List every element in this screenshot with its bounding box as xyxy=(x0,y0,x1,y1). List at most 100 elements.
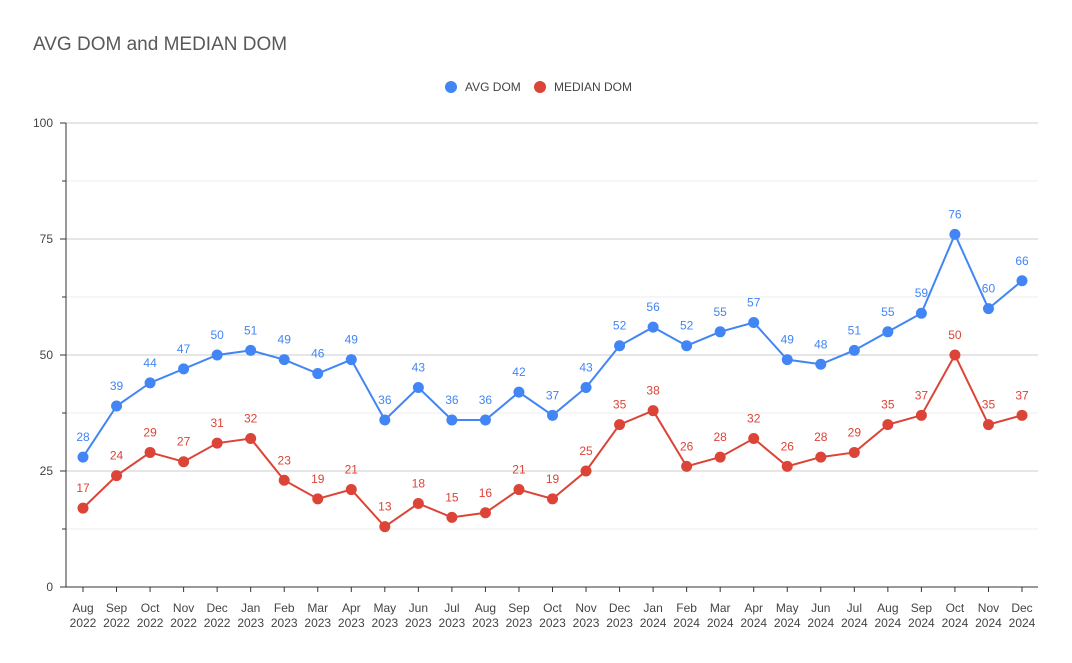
data-label: 50 xyxy=(210,328,224,342)
data-point xyxy=(882,419,894,431)
x-tick-label-month: Jun xyxy=(409,601,428,615)
data-point xyxy=(580,381,592,393)
y-tick-label: 100 xyxy=(33,116,53,130)
x-tick-label-year: 2023 xyxy=(606,616,633,630)
data-label: 49 xyxy=(278,333,292,347)
data-point xyxy=(647,405,659,417)
data-label: 36 xyxy=(445,393,459,407)
data-point xyxy=(982,303,994,315)
x-tick-label-month: Apr xyxy=(744,601,763,615)
x-tick-label-year: 2024 xyxy=(807,616,834,630)
data-label: 35 xyxy=(881,398,895,412)
data-label: 52 xyxy=(680,319,694,333)
data-point xyxy=(111,470,123,482)
x-tick-label-month: Aug xyxy=(475,601,496,615)
data-point xyxy=(949,228,961,240)
data-label: 44 xyxy=(143,356,157,370)
data-label: 19 xyxy=(546,472,560,486)
data-label: 17 xyxy=(76,481,90,495)
y-tick-label: 0 xyxy=(46,580,53,594)
data-label: 57 xyxy=(747,296,761,310)
x-tick-label-year: 2024 xyxy=(875,616,902,630)
data-point xyxy=(178,363,190,375)
data-label: 55 xyxy=(713,305,727,319)
x-tick-label-year: 2023 xyxy=(371,616,398,630)
data-point xyxy=(144,446,156,458)
data-label: 36 xyxy=(378,393,392,407)
data-label: 32 xyxy=(244,412,258,426)
data-label: 52 xyxy=(613,319,627,333)
y-tick-label: 25 xyxy=(40,464,54,478)
legend-label: MEDIAN DOM xyxy=(554,80,632,94)
data-label: 48 xyxy=(814,337,828,351)
chart-title: AVG DOM and MEDIAN DOM xyxy=(33,34,288,55)
data-point xyxy=(848,446,860,458)
data-point xyxy=(614,340,626,352)
data-label: 50 xyxy=(948,328,962,342)
data-point xyxy=(513,484,525,496)
x-tick-label-month: Aug xyxy=(72,601,93,615)
x-tick-label-year: 2023 xyxy=(304,616,331,630)
data-label: 59 xyxy=(915,286,929,300)
data-label: 28 xyxy=(713,430,727,444)
x-tick-label-year: 2023 xyxy=(338,616,365,630)
x-tick-label-year: 2023 xyxy=(405,616,432,630)
x-tick-label-month: Jan xyxy=(643,601,662,615)
data-point xyxy=(580,465,592,477)
legend-marker xyxy=(445,81,457,93)
data-label: 29 xyxy=(143,425,157,439)
data-point xyxy=(211,437,223,449)
x-tick-label-month: Oct xyxy=(543,601,562,615)
data-point xyxy=(245,433,257,445)
data-point xyxy=(982,419,994,431)
data-label: 23 xyxy=(278,453,292,467)
data-label: 35 xyxy=(613,398,627,412)
data-point xyxy=(781,460,793,472)
data-label: 26 xyxy=(781,439,795,453)
data-point xyxy=(77,502,89,514)
x-tick-label-year: 2024 xyxy=(707,616,734,630)
data-label: 51 xyxy=(244,323,258,337)
y-tick-label: 75 xyxy=(40,232,54,246)
data-point xyxy=(1016,275,1028,287)
x-tick-label-year: 2023 xyxy=(237,616,264,630)
series-line xyxy=(82,231,1023,458)
data-label: 60 xyxy=(982,282,996,296)
data-label: 18 xyxy=(412,476,426,490)
x-tick-label-year: 2022 xyxy=(204,616,231,630)
x-tick-label-year: 2023 xyxy=(439,616,466,630)
x-tick-label-month: Dec xyxy=(206,601,227,615)
data-point xyxy=(547,493,558,505)
data-point xyxy=(714,326,726,338)
data-point xyxy=(412,497,424,509)
data-label: 32 xyxy=(747,412,761,426)
x-tick-label-year: 2024 xyxy=(1009,616,1036,630)
data-label: 29 xyxy=(848,425,862,439)
x-tick-label-year: 2023 xyxy=(573,616,600,630)
data-point xyxy=(949,349,961,361)
data-point xyxy=(479,507,491,519)
data-label: 46 xyxy=(311,347,325,361)
data-point xyxy=(915,307,927,319)
x-tick-label-month: Feb xyxy=(676,601,697,615)
data-label: 39 xyxy=(110,379,124,393)
data-label: 19 xyxy=(311,472,325,486)
x-tick-label-month: Sep xyxy=(106,601,128,615)
x-tick-label-month: Sep xyxy=(911,601,933,615)
data-point xyxy=(815,358,827,370)
x-tick-label-month: Nov xyxy=(978,601,999,615)
data-label: 28 xyxy=(814,430,828,444)
data-point xyxy=(379,521,391,533)
x-tick-label-month: Jun xyxy=(811,601,830,615)
data-label: 42 xyxy=(512,365,526,379)
data-label: 31 xyxy=(210,416,224,430)
data-label: 49 xyxy=(345,333,359,347)
data-label: 16 xyxy=(479,486,493,500)
data-label: 13 xyxy=(378,500,392,514)
data-label: 36 xyxy=(479,393,493,407)
data-point xyxy=(815,451,827,463)
data-point xyxy=(614,419,626,431)
x-tick-label-month: Nov xyxy=(173,601,194,615)
x-tick-label-year: 2022 xyxy=(70,616,97,630)
x-tick-label-month: Jul xyxy=(444,601,459,615)
